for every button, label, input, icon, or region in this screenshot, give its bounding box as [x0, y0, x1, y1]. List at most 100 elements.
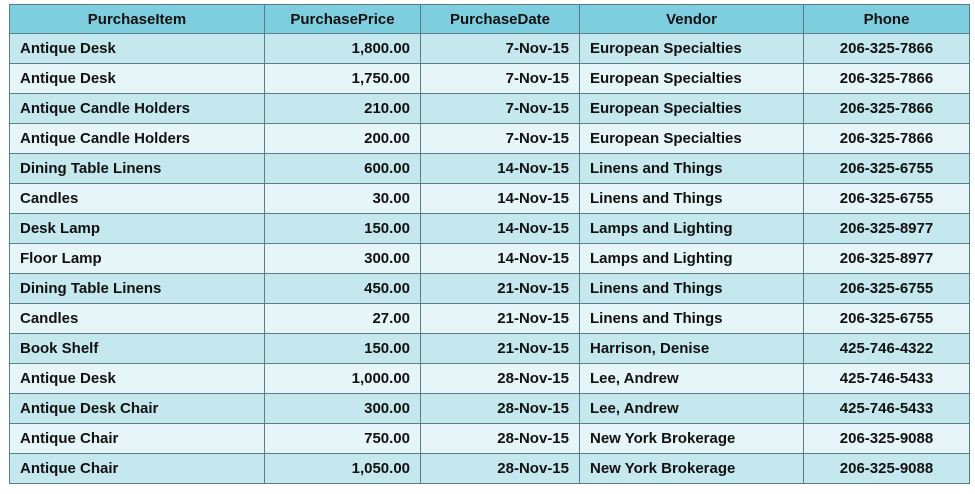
cell-phone: 425-746-4322 — [803, 333, 970, 364]
cell-purchase-price: 1,800.00 — [264, 33, 421, 64]
table-row: Antique Desk 1,000.00 28-Nov-15 Lee, And… — [9, 363, 970, 394]
cell-phone: 206-325-8977 — [803, 213, 970, 244]
cell-purchase-price: 1,050.00 — [264, 453, 421, 484]
cell-purchase-price: 150.00 — [264, 333, 421, 364]
cell-purchase-date: 14-Nov-15 — [420, 153, 580, 184]
cell-purchase-item: Candles — [9, 303, 265, 334]
cell-purchase-price: 210.00 — [264, 93, 421, 124]
cell-purchase-date: 21-Nov-15 — [420, 273, 580, 304]
cell-vendor: European Specialties — [579, 123, 804, 154]
cell-purchase-date: 7-Nov-15 — [420, 93, 580, 124]
cell-purchase-item: Antique Chair — [9, 423, 265, 454]
cell-phone: 206-325-6755 — [803, 303, 970, 334]
cell-purchase-item: Antique Desk — [9, 363, 265, 394]
cell-purchase-item: Desk Lamp — [9, 213, 265, 244]
cell-phone: 206-325-7866 — [803, 93, 970, 124]
cell-vendor: Linens and Things — [579, 153, 804, 184]
cell-purchase-item: Dining Table Linens — [9, 273, 265, 304]
cell-phone: 206-325-9088 — [803, 423, 970, 454]
cell-vendor: Linens and Things — [579, 183, 804, 214]
table-row: Floor Lamp 300.00 14-Nov-15 Lamps and Li… — [9, 243, 970, 274]
table-row: Antique Chair 750.00 28-Nov-15 New York … — [9, 423, 970, 454]
table-row: Antique Desk 1,750.00 7-Nov-15 European … — [9, 63, 970, 94]
cell-phone: 206-325-7866 — [803, 33, 970, 64]
table-row: Antique Candle Holders 210.00 7-Nov-15 E… — [9, 93, 970, 124]
table-body: Antique Desk 1,800.00 7-Nov-15 European … — [9, 33, 970, 484]
cell-purchase-date: 7-Nov-15 — [420, 63, 580, 94]
cell-purchase-date: 28-Nov-15 — [420, 363, 580, 394]
purchases-table-container: PurchaseItem PurchasePrice PurchaseDate … — [9, 4, 970, 484]
cell-purchase-date: 7-Nov-15 — [420, 33, 580, 64]
cell-purchase-item: Antique Desk Chair — [9, 393, 265, 424]
table-row: Antique Chair 1,050.00 28-Nov-15 New Yor… — [9, 453, 970, 484]
cell-purchase-date: 7-Nov-15 — [420, 123, 580, 154]
header-purchase-item: PurchaseItem — [9, 4, 265, 34]
cell-phone: 206-325-9088 — [803, 453, 970, 484]
cell-vendor: Lamps and Lighting — [579, 213, 804, 244]
cell-purchase-price: 750.00 — [264, 423, 421, 454]
cell-vendor: New York Brokerage — [579, 423, 804, 454]
table-row: Dining Table Linens 450.00 21-Nov-15 Lin… — [9, 273, 970, 304]
cell-purchase-price: 1,000.00 — [264, 363, 421, 394]
table-row: Antique Desk 1,800.00 7-Nov-15 European … — [9, 33, 970, 64]
cell-vendor: European Specialties — [579, 93, 804, 124]
header-purchase-date: PurchaseDate — [420, 4, 580, 34]
cell-purchase-item: Antique Candle Holders — [9, 123, 265, 154]
cell-purchase-price: 300.00 — [264, 393, 421, 424]
cell-phone: 206-325-7866 — [803, 63, 970, 94]
table-row: Dining Table Linens 600.00 14-Nov-15 Lin… — [9, 153, 970, 184]
cell-purchase-date: 14-Nov-15 — [420, 213, 580, 244]
cell-vendor: Lee, Andrew — [579, 363, 804, 394]
cell-vendor: Harrison, Denise — [579, 333, 804, 364]
cell-vendor: Linens and Things — [579, 273, 804, 304]
cell-purchase-price: 200.00 — [264, 123, 421, 154]
cell-purchase-date: 21-Nov-15 — [420, 303, 580, 334]
cell-vendor: European Specialties — [579, 33, 804, 64]
cell-phone: 206-325-7866 — [803, 123, 970, 154]
cell-phone: 425-746-5433 — [803, 363, 970, 394]
cell-purchase-price: 27.00 — [264, 303, 421, 334]
cell-purchase-date: 14-Nov-15 — [420, 183, 580, 214]
header-phone: Phone — [803, 4, 970, 34]
cell-phone: 206-325-6755 — [803, 183, 970, 214]
cell-purchase-price: 600.00 — [264, 153, 421, 184]
cell-purchase-item: Antique Desk — [9, 63, 265, 94]
cell-phone: 206-325-6755 — [803, 273, 970, 304]
header-row: PurchaseItem PurchasePrice PurchaseDate … — [9, 4, 970, 34]
table-header: PurchaseItem PurchasePrice PurchaseDate … — [9, 4, 970, 34]
purchases-table: PurchaseItem PurchasePrice PurchaseDate … — [9, 4, 970, 484]
cell-phone: 425-746-5433 — [803, 393, 970, 424]
cell-phone: 206-325-8977 — [803, 243, 970, 274]
table-row: Desk Lamp 150.00 14-Nov-15 Lamps and Lig… — [9, 213, 970, 244]
cell-vendor: New York Brokerage — [579, 453, 804, 484]
cell-vendor: European Specialties — [579, 63, 804, 94]
cell-purchase-date: 28-Nov-15 — [420, 453, 580, 484]
cell-purchase-date: 28-Nov-15 — [420, 393, 580, 424]
table-row: Candles 30.00 14-Nov-15 Linens and Thing… — [9, 183, 970, 214]
cell-purchase-price: 30.00 — [264, 183, 421, 214]
table-row: Candles 27.00 21-Nov-15 Linens and Thing… — [9, 303, 970, 334]
table-row: Antique Desk Chair 300.00 28-Nov-15 Lee,… — [9, 393, 970, 424]
table-row: Antique Candle Holders 200.00 7-Nov-15 E… — [9, 123, 970, 154]
table-row: Book Shelf 150.00 21-Nov-15 Harrison, De… — [9, 333, 970, 364]
cell-purchase-item: Floor Lamp — [9, 243, 265, 274]
cell-purchase-item: Dining Table Linens — [9, 153, 265, 184]
cell-vendor: Linens and Things — [579, 303, 804, 334]
cell-purchase-price: 1,750.00 — [264, 63, 421, 94]
cell-purchase-item: Antique Desk — [9, 33, 265, 64]
cell-vendor: Lee, Andrew — [579, 393, 804, 424]
cell-purchase-item: Candles — [9, 183, 265, 214]
cell-purchase-item: Book Shelf — [9, 333, 265, 364]
header-purchase-price: PurchasePrice — [264, 4, 421, 34]
cell-purchase-date: 28-Nov-15 — [420, 423, 580, 454]
cell-vendor: Lamps and Lighting — [579, 243, 804, 274]
cell-phone: 206-325-6755 — [803, 153, 970, 184]
cell-purchase-item: Antique Candle Holders — [9, 93, 265, 124]
cell-purchase-price: 300.00 — [264, 243, 421, 274]
cell-purchase-item: Antique Chair — [9, 453, 265, 484]
header-vendor: Vendor — [579, 4, 804, 34]
cell-purchase-date: 21-Nov-15 — [420, 333, 580, 364]
cell-purchase-price: 450.00 — [264, 273, 421, 304]
cell-purchase-date: 14-Nov-15 — [420, 243, 580, 274]
cell-purchase-price: 150.00 — [264, 213, 421, 244]
